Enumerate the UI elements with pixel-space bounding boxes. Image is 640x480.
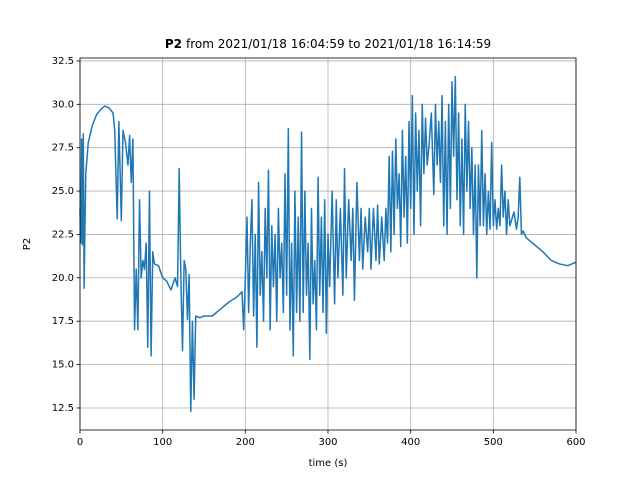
title-text: from 2021/01/18 16:04:59 to 2021/01/18 1…	[186, 37, 491, 51]
y-tick-label: 22.5	[52, 229, 74, 240]
x-tick-label: 300	[318, 437, 337, 448]
title-bold: P2	[165, 37, 182, 51]
plot-frame	[79, 57, 577, 431]
y-tick-label: 30.0	[52, 99, 74, 110]
x-axis-label: time (s)	[309, 458, 348, 469]
y-tick-label: 12.5	[52, 403, 74, 414]
y-tick-label: 27.5	[52, 143, 74, 154]
x-tick-label: 200	[236, 437, 255, 448]
x-tick-label: 600	[566, 437, 585, 448]
data-line	[79, 75, 577, 413]
x-tick-label: 500	[484, 437, 503, 448]
y-axis-label: P2	[22, 238, 33, 250]
x-tick-label: 0	[77, 437, 83, 448]
chart-title: P2 from 2021/01/18 16:04:59 to 2021/01/18…	[165, 37, 491, 51]
x-tick-label: 100	[153, 437, 172, 448]
y-tick-label: 17.5	[52, 316, 74, 327]
y-tick-label: 20.0	[52, 273, 74, 284]
y-tick-label: 15.0	[52, 360, 74, 371]
y-tick-label: 32.5	[52, 56, 74, 67]
x-tick-label: 400	[401, 437, 420, 448]
y-tick-label: 25.0	[52, 186, 74, 197]
